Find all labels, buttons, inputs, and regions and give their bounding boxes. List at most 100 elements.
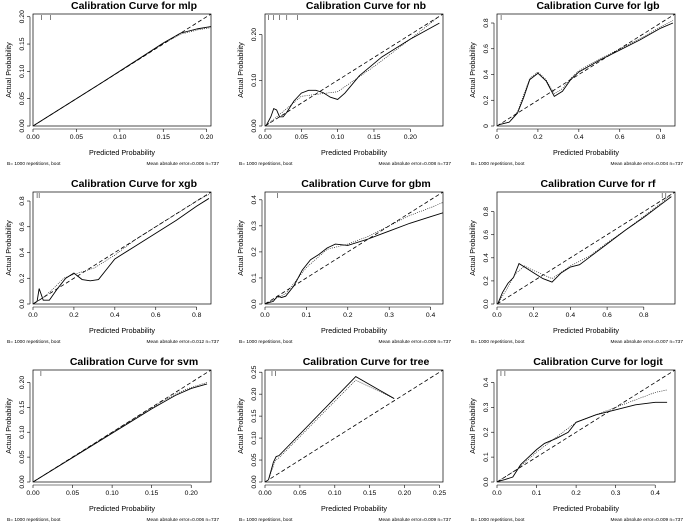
y-tick-label: 0.8 xyxy=(19,196,26,206)
apparent-curve xyxy=(266,16,440,126)
y-tick-label: 0.6 xyxy=(483,44,490,54)
y-tick-label: 0.3 xyxy=(483,402,490,412)
x-tick-label: 0.05 xyxy=(295,134,308,141)
x-axis-label: Predicted Probability xyxy=(321,326,387,335)
plot-frame xyxy=(496,13,676,127)
calibration-panel-rf: Calibration Curve for rf 0.0 0.2 0.4 0.6 0.8 0… xyxy=(468,178,683,345)
ideal-line xyxy=(497,370,675,482)
footer-mean-error: Mean absolute error=0.012 n=737 xyxy=(146,339,219,345)
x-tick-label: 0.8 xyxy=(639,312,649,319)
plot-frame xyxy=(264,369,444,483)
y-tick-label: 0.1 xyxy=(483,452,490,462)
y-tick-label: 0.0 xyxy=(483,299,490,309)
y-tick-label: 0.10 xyxy=(19,425,26,438)
y-axis-label: Actual Probability xyxy=(236,220,245,276)
x-tick-label: 0.05 xyxy=(66,490,79,497)
x-tick-label: 0.6 xyxy=(151,312,161,319)
apparent-curve xyxy=(33,194,210,304)
x-tick-label: 0.4 xyxy=(110,312,120,319)
y-tick-label: 0.00 xyxy=(19,119,26,132)
apparent-curve xyxy=(498,20,674,126)
y-tick-label: 0.05 xyxy=(251,453,258,466)
footer-mean-error: Mean absolute error=0.009 n=737 xyxy=(378,339,451,345)
y-tick-label: 0.2 xyxy=(483,276,490,286)
footer-repetitions: B= 1000 repetitions, boot xyxy=(471,517,525,523)
x-tick-label: 0 xyxy=(495,134,499,141)
footer-repetitions: B= 1000 repetitions, boot xyxy=(239,517,293,523)
x-tick-label: 0.10 xyxy=(328,490,341,497)
footer-repetitions: B= 1000 repetitions, boot xyxy=(7,339,61,345)
bias-corrected-curve xyxy=(497,196,672,304)
y-tick-label: 0.6 xyxy=(19,222,26,232)
x-tick-label: 0.4 xyxy=(566,312,576,319)
x-tick-label: 0.6 xyxy=(615,134,625,141)
footer-mean-error: Mean absolute error=0.006 n=737 xyxy=(146,517,219,523)
x-tick-label: 0.3 xyxy=(384,312,394,319)
plot-frame xyxy=(264,191,444,305)
y-tick-label: 0.2 xyxy=(251,247,258,257)
y-tick-label: 0.00 xyxy=(19,475,26,488)
ideal-line xyxy=(265,370,443,482)
x-tick-label: 0.8 xyxy=(656,134,666,141)
y-tick-label: 0.0 xyxy=(19,299,26,309)
x-tick-label: 0.1 xyxy=(532,490,542,497)
panel-title: Calibration Curve for logit xyxy=(533,356,663,368)
y-tick-label: 0.00 xyxy=(251,475,258,488)
y-axis-label: Actual Probability xyxy=(468,42,477,98)
ideal-line xyxy=(497,14,675,126)
panel-title: Calibration Curve for rf xyxy=(541,178,656,190)
footer-repetitions: B= 1000 repetitions, boot xyxy=(471,339,525,345)
x-tick-label: 0.2 xyxy=(343,312,353,319)
bias-corrected-curve xyxy=(498,22,674,126)
plot-area xyxy=(33,192,211,304)
panel-title: Calibration Curve for svm xyxy=(70,356,198,368)
footer-repetitions: B= 1000 repetitions, boot xyxy=(7,517,61,523)
footer-mean-error: Mean absolute error=0.009 n=737 xyxy=(378,517,451,523)
x-tick-label: 0.10 xyxy=(105,490,118,497)
y-axis-label: Actual Probability xyxy=(4,42,13,98)
plot-frame xyxy=(496,369,676,483)
x-tick-label: 0.20 xyxy=(185,490,198,497)
x-axis-label: Predicted Probability xyxy=(553,326,619,335)
ideal-line xyxy=(265,14,443,126)
plot-area xyxy=(497,14,675,126)
footer-repetitions: B= 1000 repetitions, boot xyxy=(471,161,525,167)
y-tick-label: 0.15 xyxy=(19,401,26,414)
panel-title: Calibration Curve for mlp xyxy=(71,0,197,12)
y-tick-label: 0.00 xyxy=(251,119,258,132)
x-tick-label: 0.6 xyxy=(602,312,612,319)
x-tick-label: 0.15 xyxy=(363,490,376,497)
calibration-panel-nb: Calibration Curve for nb 0.00 0.05 0.10 0.15… xyxy=(236,0,451,167)
y-tick-label: 0.20 xyxy=(251,28,258,41)
y-axis-label: Actual Probability xyxy=(468,398,477,454)
x-tick-label: 0.4 xyxy=(650,490,660,497)
bias-corrected-curve xyxy=(497,401,668,482)
footer-mean-error: Mean absolute error=0.004 n=737 xyxy=(610,161,683,167)
x-tick-label: 0.20 xyxy=(398,490,411,497)
x-tick-label: 0.00 xyxy=(258,134,271,141)
plot-area xyxy=(265,14,443,126)
x-tick-label: 0.15 xyxy=(367,134,380,141)
x-tick-label: 0.2 xyxy=(69,312,79,319)
panel-title: Calibration Curve for xgb xyxy=(71,178,197,190)
panel-title: Calibration Curve for nb xyxy=(306,0,426,12)
bias-corrected-curve xyxy=(34,26,211,126)
bias-corrected-curve xyxy=(34,383,208,482)
footer-mean-error: Mean absolute error=0.006 n=737 xyxy=(146,161,219,167)
x-tick-label: 0.0 xyxy=(492,312,502,319)
y-tick-label: 0.4 xyxy=(483,253,490,263)
x-tick-label: 0.2 xyxy=(529,312,539,319)
x-tick-label: 0.0 xyxy=(492,490,502,497)
panel-title: Calibration Curve for tree xyxy=(303,356,430,368)
x-tick-label: 0.15 xyxy=(145,490,158,497)
x-tick-label: 0.4 xyxy=(426,312,436,319)
calibration-panel-svm: Calibration Curve for svm 0.00 0.05 0.10 0.1… xyxy=(4,356,219,523)
x-tick-label: 0.20 xyxy=(200,134,213,141)
x-tick-label: 0.15 xyxy=(157,134,170,141)
footer-repetitions: B= 1000 repetitions, boot xyxy=(7,161,61,167)
plot-area xyxy=(497,370,675,482)
calibration-panel-logit: Calibration Curve for logit 0.0 0.1 0.2 0.3 0… xyxy=(468,356,683,523)
x-tick-label: 0.2 xyxy=(533,134,543,141)
footer-mean-error: Mean absolute error=0.008 n=737 xyxy=(378,161,451,167)
footer-repetitions: B= 1000 repetitions, boot xyxy=(239,339,293,345)
